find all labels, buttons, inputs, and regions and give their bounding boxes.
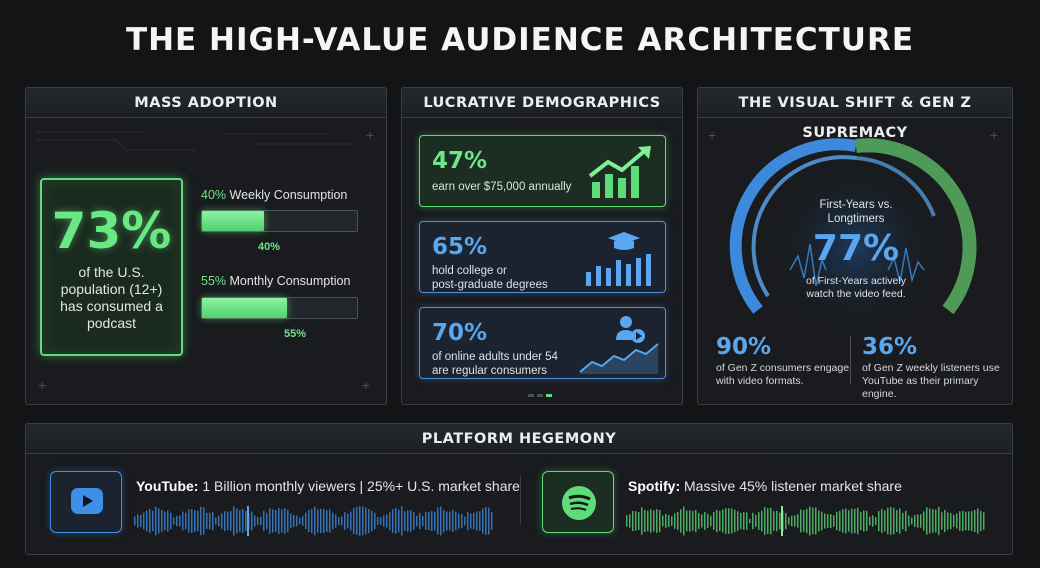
gauge-label: First-Years vs. Longtimers (819, 199, 893, 225)
income-pct: 47% (432, 148, 488, 174)
retention-ring-gauge (729, 138, 977, 330)
spotify-icon-tile (542, 471, 614, 533)
crosshair-icon: + (708, 127, 717, 143)
young-adults-desc: of online adults under 54 are regular co… (432, 351, 558, 377)
weekly-value: 40% (258, 241, 281, 253)
weekly-label: 40% Weekly Consumption (201, 188, 348, 202)
income-desc: earn over $75,000 annually (432, 181, 572, 193)
youtube-icon-tile (50, 471, 122, 533)
monthly-label: 55% Monthly Consumption (201, 274, 351, 288)
weekly-bar (201, 210, 358, 232)
youtube-icon (71, 488, 103, 514)
education-card: 65% hold college or post-graduate degree… (419, 221, 666, 293)
platform-heading: PLATFORM HEGEMONY (26, 424, 1012, 454)
stat-divider (850, 336, 851, 384)
monthly-bar (201, 297, 358, 319)
education-pct: 65% (432, 234, 488, 260)
gen-z-youtube-desc: of Gen Z weekly listeners use YouTube as… (862, 362, 1000, 400)
gauge-pct: 77% (812, 228, 900, 269)
crosshair-icon: + (362, 377, 371, 393)
crosshair-icon: + (38, 377, 47, 393)
youtube-waveform (134, 506, 493, 536)
spotify-waveform (626, 506, 985, 536)
trending-up-icon (588, 146, 651, 198)
visual-shift-heading: THE VISUAL SHIFT & GEN Z SUPREMACY (698, 88, 1012, 141)
page-title: THE HIGH-VALUE AUDIENCE ARCHITECTURE (125, 22, 915, 58)
pagination-dots (528, 394, 558, 398)
gen-z-video-pct: 90% (716, 334, 772, 360)
gauge-desc: of First-Years actively watch the video … (806, 275, 906, 300)
mass-adoption-panel: MASS ADOPTION + + + 73% of the U.S. popu… (25, 87, 387, 405)
gen-z-video-desc: of Gen Z consumers engage with video for… (716, 362, 850, 387)
crosshair-icon: + (366, 127, 375, 143)
gen-z-youtube-pct: 36% (862, 334, 918, 360)
monthly-value: 55% (284, 328, 307, 340)
youtube-stat: YouTube: 1 Billion monthly viewers | 25%… (136, 478, 520, 494)
mass-adoption-heading: MASS ADOPTION (26, 88, 386, 118)
weekly-bar-fill (202, 211, 264, 231)
population-pct: 73% (51, 202, 172, 260)
income-card: 47% earn over $75,000 annually (419, 135, 666, 207)
circuit-decoration (36, 131, 356, 151)
graduation-cap-icon (586, 232, 651, 286)
young-adults-pct: 70% (432, 320, 488, 346)
demographics-panel: LUCRATIVE DEMOGRAPHICS 47% earn over $75… (401, 87, 683, 405)
monthly-bar-fill (202, 298, 288, 318)
population-stat-card: 73% of the U.S. population (12+) has con… (40, 178, 183, 356)
population-desc: of the U.S. population (12+) has consume… (60, 264, 163, 331)
platform-panel: PLATFORM HEGEMONY YouTube: 1 Billion mon… (25, 423, 1013, 555)
spotify-stat: Spotify: Massive 45% listener market sha… (628, 478, 902, 494)
demographics-heading: LUCRATIVE DEMOGRAPHICS (402, 88, 682, 118)
user-play-icon (579, 316, 659, 374)
platform-divider (520, 476, 521, 524)
spotify-icon (562, 486, 596, 520)
education-desc: hold college or post-graduate degrees (432, 265, 548, 291)
crosshair-icon: + (990, 127, 999, 143)
visual-shift-panel: THE VISUAL SHIFT & GEN Z SUPREMACY + + F… (697, 87, 1013, 405)
young-adults-card: 70% of online adults under 54 are regula… (419, 307, 666, 379)
